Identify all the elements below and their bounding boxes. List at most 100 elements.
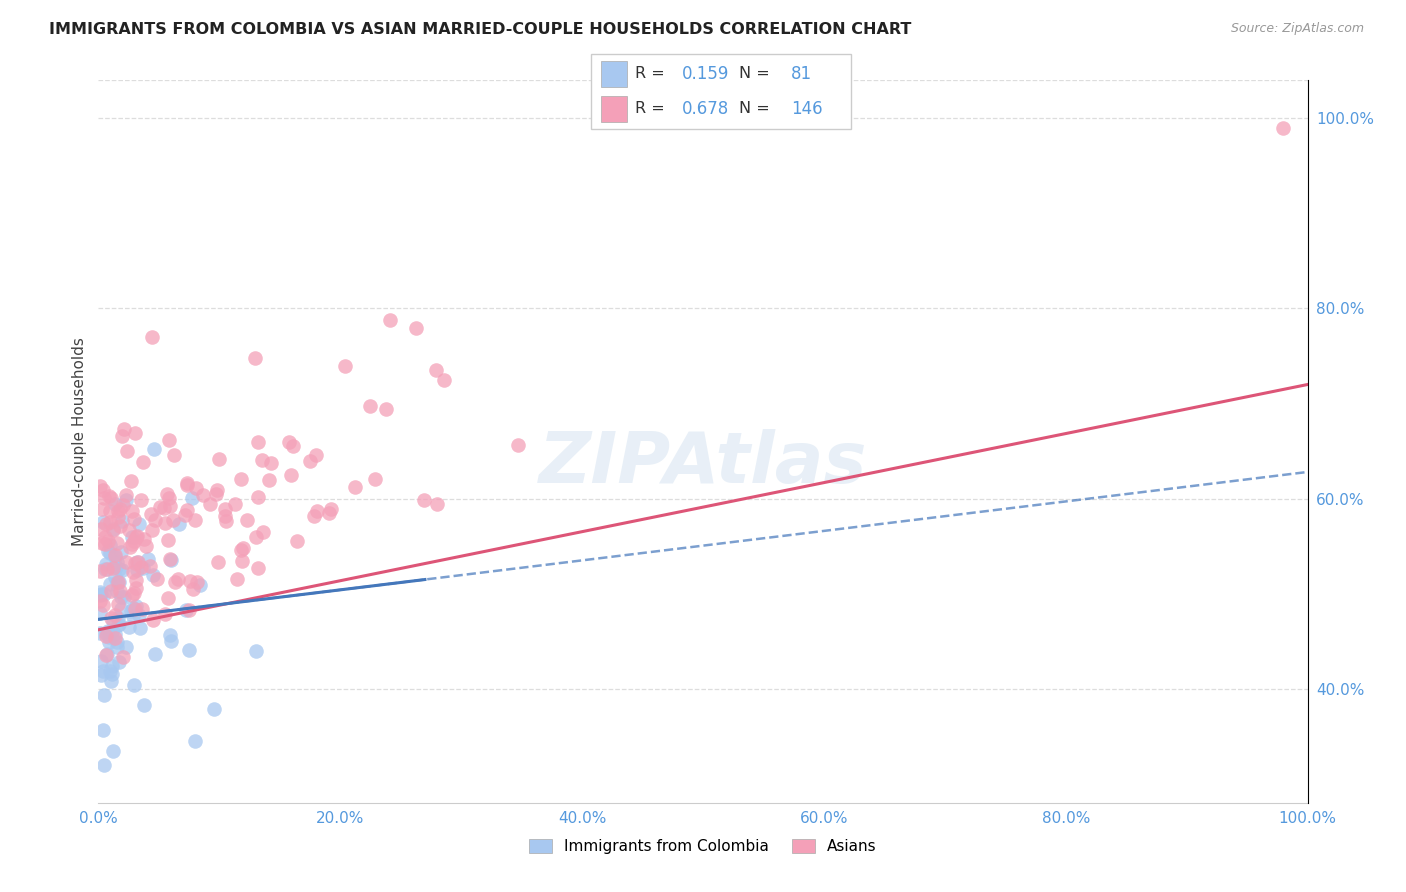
Point xyxy=(108,502,131,516)
Point xyxy=(107,611,129,625)
Point xyxy=(141,330,163,344)
Point xyxy=(111,564,134,578)
Point xyxy=(104,549,127,563)
Point xyxy=(160,634,183,648)
Point xyxy=(174,508,197,522)
Point xyxy=(142,613,165,627)
Point xyxy=(100,674,122,689)
Point xyxy=(94,517,117,532)
Point xyxy=(131,561,153,575)
Point xyxy=(105,584,128,599)
Point xyxy=(107,504,129,518)
Point xyxy=(111,498,134,512)
Point xyxy=(94,562,117,576)
Text: N =: N = xyxy=(738,67,769,81)
Point xyxy=(247,434,270,449)
Point xyxy=(125,530,148,544)
Point xyxy=(104,607,127,622)
Point xyxy=(104,550,127,565)
Point xyxy=(176,503,198,517)
Point xyxy=(163,448,186,462)
Point xyxy=(159,552,181,566)
Point xyxy=(89,594,111,608)
Point xyxy=(94,626,117,640)
Point xyxy=(108,519,131,533)
Point xyxy=(90,501,112,516)
Point xyxy=(260,456,283,470)
Point xyxy=(108,584,131,599)
Point xyxy=(184,734,207,748)
Point xyxy=(93,757,115,772)
Point xyxy=(122,512,145,526)
Point xyxy=(104,631,127,645)
Point xyxy=(90,655,112,669)
Point xyxy=(100,583,122,598)
Point xyxy=(143,513,166,527)
Point xyxy=(107,575,129,590)
Point xyxy=(153,607,176,622)
Point xyxy=(280,468,302,483)
Point xyxy=(149,500,172,514)
Point xyxy=(125,563,148,577)
Point xyxy=(105,536,128,550)
Point xyxy=(124,426,146,441)
Point xyxy=(160,553,183,567)
Point xyxy=(103,570,125,584)
Point xyxy=(96,557,118,571)
Point xyxy=(246,490,269,504)
Text: ZIPAtlas: ZIPAtlas xyxy=(538,429,868,498)
Text: 81: 81 xyxy=(790,65,811,83)
Point xyxy=(96,562,118,576)
Point xyxy=(176,476,198,491)
Point xyxy=(224,497,246,511)
Point xyxy=(344,480,367,494)
Point xyxy=(127,556,149,570)
Point xyxy=(112,591,135,605)
Point xyxy=(89,606,111,620)
Point xyxy=(101,666,124,681)
Point xyxy=(405,320,427,334)
Point xyxy=(104,560,127,574)
Point xyxy=(98,664,121,678)
Point xyxy=(132,533,155,547)
Point xyxy=(122,534,145,549)
Point xyxy=(110,429,132,443)
Point xyxy=(198,497,221,511)
Point xyxy=(247,561,270,575)
Point xyxy=(181,582,204,597)
Point xyxy=(107,598,129,612)
Point xyxy=(159,499,181,513)
Point xyxy=(90,668,112,682)
Point xyxy=(125,581,148,595)
Point xyxy=(97,543,120,558)
Point xyxy=(120,540,142,554)
Point xyxy=(94,530,117,544)
Point xyxy=(145,647,167,661)
Point xyxy=(98,538,121,552)
Point xyxy=(186,482,208,496)
Point xyxy=(214,508,236,523)
Point xyxy=(378,312,401,326)
Point xyxy=(202,702,225,716)
Point xyxy=(225,572,247,586)
Text: R =: R = xyxy=(634,102,665,116)
Point xyxy=(93,491,115,505)
Point xyxy=(90,536,112,550)
Point xyxy=(205,487,228,501)
Point xyxy=(98,546,121,560)
Point xyxy=(252,524,274,539)
Point xyxy=(118,524,141,538)
Point xyxy=(107,618,129,632)
Point xyxy=(153,516,176,530)
Point xyxy=(97,533,120,548)
Point xyxy=(98,516,121,530)
Point xyxy=(93,688,115,702)
Point xyxy=(104,626,127,640)
Point xyxy=(129,493,152,508)
Point xyxy=(105,556,128,570)
Legend: Immigrants from Colombia, Asians: Immigrants from Colombia, Asians xyxy=(523,832,883,860)
Point xyxy=(124,678,146,692)
Point xyxy=(91,665,114,679)
Point xyxy=(108,655,131,669)
Point xyxy=(375,402,398,417)
